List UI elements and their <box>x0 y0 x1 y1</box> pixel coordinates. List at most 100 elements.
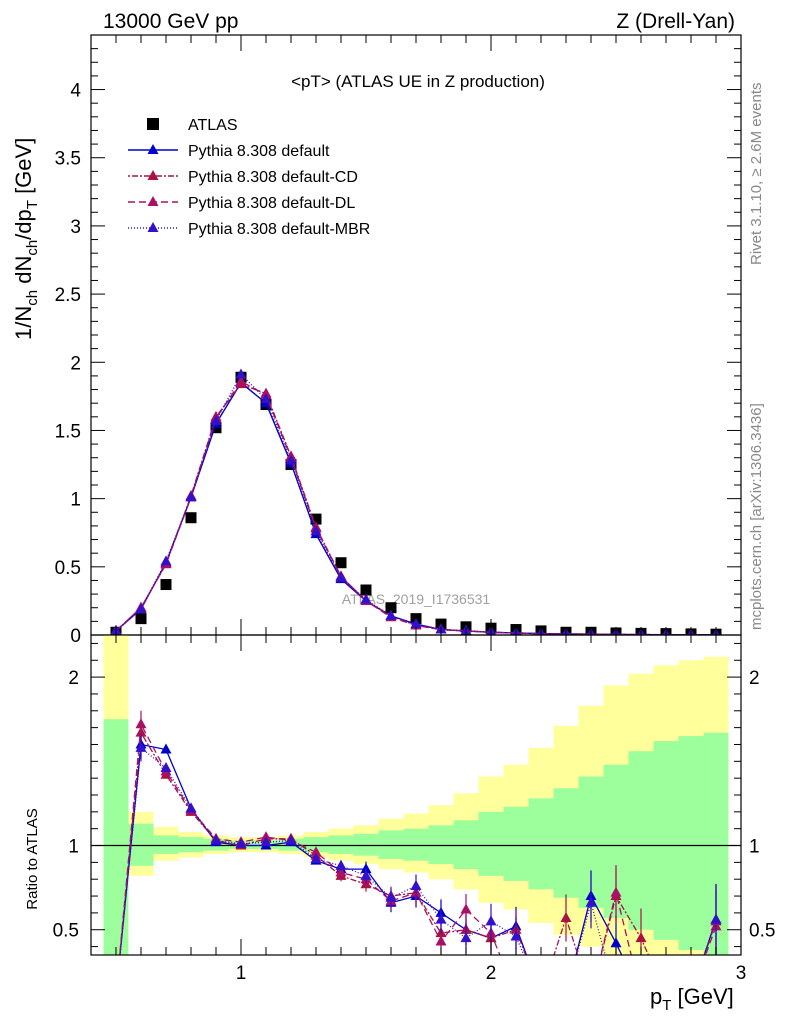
energy-label: 13000 GeV pp <box>103 10 238 33</box>
y-tick-label: 0 <box>70 626 81 647</box>
ratio-marker-1 <box>560 911 572 922</box>
x-axis-label: pT [GeV] <box>650 984 734 1014</box>
ratio-marker-2 <box>460 903 472 914</box>
ratio-y-tick-label-right: 0.5 <box>749 921 775 942</box>
process-label: Z (Drell-Yan) <box>616 10 735 33</box>
main-y-axis-label: 1/Nch dNch/dpT [GeV] <box>11 138 41 340</box>
data-point-atlas <box>385 602 397 614</box>
y-tick-label: 1.5 <box>55 421 81 442</box>
legend-label: Pythia 8.308 default-MBR <box>188 221 370 238</box>
legend-marker-1 <box>147 144 159 154</box>
ratio-series-group <box>119 710 722 955</box>
ratio-marker-2 <box>260 831 272 842</box>
y-tick-label: 3 <box>70 217 81 238</box>
data-point-atlas <box>210 422 222 434</box>
ratio-y-tick-label: 0.5 <box>53 921 79 942</box>
uncertainty-band-green <box>353 833 379 856</box>
x-tick-label: 2 <box>486 963 497 984</box>
ratio-marker-3 <box>260 836 272 847</box>
uncertainty-band-green <box>328 835 354 854</box>
series-marker-4 <box>235 368 247 379</box>
uncertainty-band-green <box>528 798 554 890</box>
series-marker-4 <box>210 414 222 425</box>
x-tick-label: 1 <box>236 963 247 984</box>
uncertainty-band-green <box>303 837 329 853</box>
ratio-marker-3 <box>435 913 447 924</box>
ratio-marker-0 <box>160 743 172 754</box>
plot-title: <pT> (ATLAS UE in Z production) <box>291 72 545 91</box>
data-point-atlas <box>185 512 197 524</box>
ratio-y-tick-label-right: 1 <box>749 837 760 858</box>
uncertainty-band-green <box>653 741 679 940</box>
ratio-y-tick-label-right: 2 <box>749 668 760 689</box>
legend-label: Pythia 8.308 default-CD <box>188 169 358 186</box>
data-point-atlas <box>360 584 372 596</box>
y-tick-label: 1 <box>70 490 81 511</box>
ratio-marker-0 <box>610 937 622 948</box>
series-marker-4 <box>410 618 422 629</box>
ratio-marker-3 <box>210 834 222 845</box>
ratio-marker-3 <box>235 837 247 848</box>
ratio-marker-2 <box>135 718 147 729</box>
uncertainty-band-green <box>378 830 404 859</box>
series-marker-4 <box>335 571 347 582</box>
ratio-marker-3 <box>285 834 297 845</box>
ratio-marker-3 <box>360 869 372 880</box>
uncertainty-band-green <box>428 825 454 865</box>
series-marker-4 <box>260 393 272 404</box>
series-marker-4 <box>160 555 172 566</box>
ratio-marker-3 <box>160 762 172 773</box>
series-marker-4 <box>385 609 397 620</box>
ratio-line-1 <box>600 894 650 955</box>
ratio-marker-3 <box>460 932 472 943</box>
ratio-marker-3 <box>585 896 597 907</box>
ratio-marker-3 <box>385 891 397 902</box>
ratio-y-tick-label: 1 <box>68 837 79 858</box>
series-marker-4 <box>360 593 372 604</box>
data-point-atlas <box>135 613 147 625</box>
legend-label: ATLAS <box>188 117 238 134</box>
y-tick-label: 3.5 <box>55 149 81 170</box>
uncertainty-band-green <box>153 835 179 854</box>
uncertainty-band-green <box>453 820 479 870</box>
ratio-y-axis-label: Ratio to ATLAS <box>24 808 41 909</box>
y-tick-label: 4 <box>70 81 81 102</box>
side-mcplots-label: mcplots.cern.ch [arXiv:1306.3436] <box>748 403 765 630</box>
data-point-atlas <box>310 513 322 525</box>
legend-marker-2 <box>147 170 159 180</box>
legend-marker-atlas <box>147 118 159 130</box>
y-tick-label: 2.5 <box>55 285 81 306</box>
ratio-marker-3 <box>310 853 322 863</box>
ratio-marker-2 <box>435 935 447 946</box>
side-rivet-label: Rivet 3.1.10, ≥ 2.6M events <box>748 83 765 266</box>
uncertainty-band-green <box>403 828 429 861</box>
ratio-line-3 <box>703 919 717 955</box>
ratio-y-tick-label: 2 <box>68 668 79 689</box>
legend: ATLAS Pythia 8.308 default Pythia 8.308 de… <box>128 117 370 238</box>
ratio-marker-3 <box>185 802 197 813</box>
series-marker-4 <box>185 491 197 502</box>
ratio-line-1 <box>703 921 717 955</box>
uncertainty-band-green <box>103 719 129 955</box>
uncertainty-band-green <box>628 751 654 930</box>
ratio-marker-3 <box>135 741 147 752</box>
ratio-panel: 1 2 30.5 0.51 12 2 <box>53 634 775 984</box>
ratio-line-1 <box>119 730 527 955</box>
series-marker-4 <box>310 525 322 536</box>
watermark: ATLAS_2019_I1736531 <box>342 591 491 607</box>
series-marker-4 <box>285 454 297 465</box>
legend-label: Pythia 8.308 default-DL <box>188 195 355 212</box>
ratio-line-2 <box>704 926 717 955</box>
ratio-marker-3 <box>710 913 722 924</box>
y-tick-label: 2 <box>70 353 81 374</box>
uncertainty-band-green <box>678 736 704 950</box>
uncertainty-band-green <box>553 788 579 898</box>
ratio-line-0 <box>575 894 623 955</box>
data-point-atlas <box>160 579 172 591</box>
legend-label: Pythia 8.308 default <box>188 143 330 160</box>
uncertainty-band-green <box>178 837 204 853</box>
ratio-marker-0 <box>360 863 372 874</box>
ratio-marker-2 <box>310 846 322 857</box>
legend-marker-4 <box>147 222 159 232</box>
uncertainty-band-green <box>478 811 504 876</box>
